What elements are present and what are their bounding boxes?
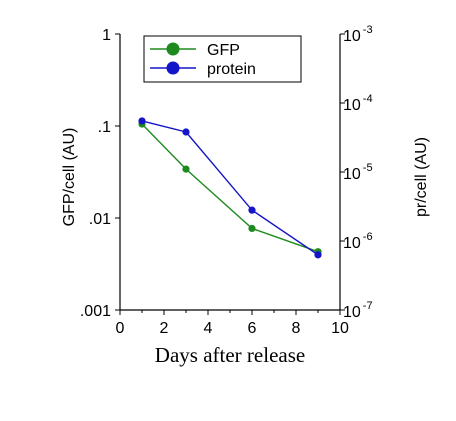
y-left-tick-label: .01 [89,211,111,228]
y-right-tick-base: 10 [343,304,361,321]
y-right-tick-label: 10 -6 [343,231,373,252]
y-right-tick-exponent: -5 [363,162,373,174]
legend-swatch-marker [166,61,180,75]
series-line-GFP [141,123,319,253]
data-point-protein [248,206,256,214]
y-right-tick-exponent: -7 [363,300,373,312]
x-tick-label: 4 [204,320,213,337]
y-right-tick-label: 10 -4 [343,93,373,114]
legend-label: protein [207,61,256,78]
y-right-tick-label: 10 -7 [343,300,373,321]
x-tick-label: 10 [331,320,349,337]
series-layer [138,117,322,259]
data-point-protein [138,117,146,125]
legend-label: GFP [207,42,240,59]
y-right-tick-base: 10 [343,28,361,45]
y-left-tick-label: 1 [102,27,111,44]
legend: GFP protein [143,35,302,83]
data-point-protein [314,251,322,259]
y-right-tick-label: 10 -3 [343,24,373,45]
y-left-axis-title: GFP/cell (AU) [61,128,78,227]
y-right-tick-base: 10 [343,166,361,183]
legend-swatch-marker [166,42,180,56]
series-line-protein [141,120,319,256]
x-tick-label: 0 [116,320,125,337]
x-axis-title: Days after release [155,343,305,367]
y-right-tick-base: 10 [343,235,361,252]
x-tick-label: 6 [248,320,257,337]
y-right-tick-exponent: -6 [363,231,373,243]
x-tick-label: 8 [292,320,301,337]
data-point-GFP [182,165,190,173]
x-tick-label: 2 [160,320,169,337]
data-point-protein [182,128,190,136]
y-right-tick-label: 10 -5 [343,162,373,183]
y-right-tick-exponent: -4 [363,93,373,105]
y-right-tick-exponent: -3 [363,24,373,36]
data-point-GFP [248,224,256,233]
y-left-tick-label: .1 [98,119,111,136]
y-right-axis-title: pr/cell (AU) [413,137,430,217]
y-left-tick-label: .001 [80,303,111,320]
y-right-tick-base: 10 [343,97,361,114]
